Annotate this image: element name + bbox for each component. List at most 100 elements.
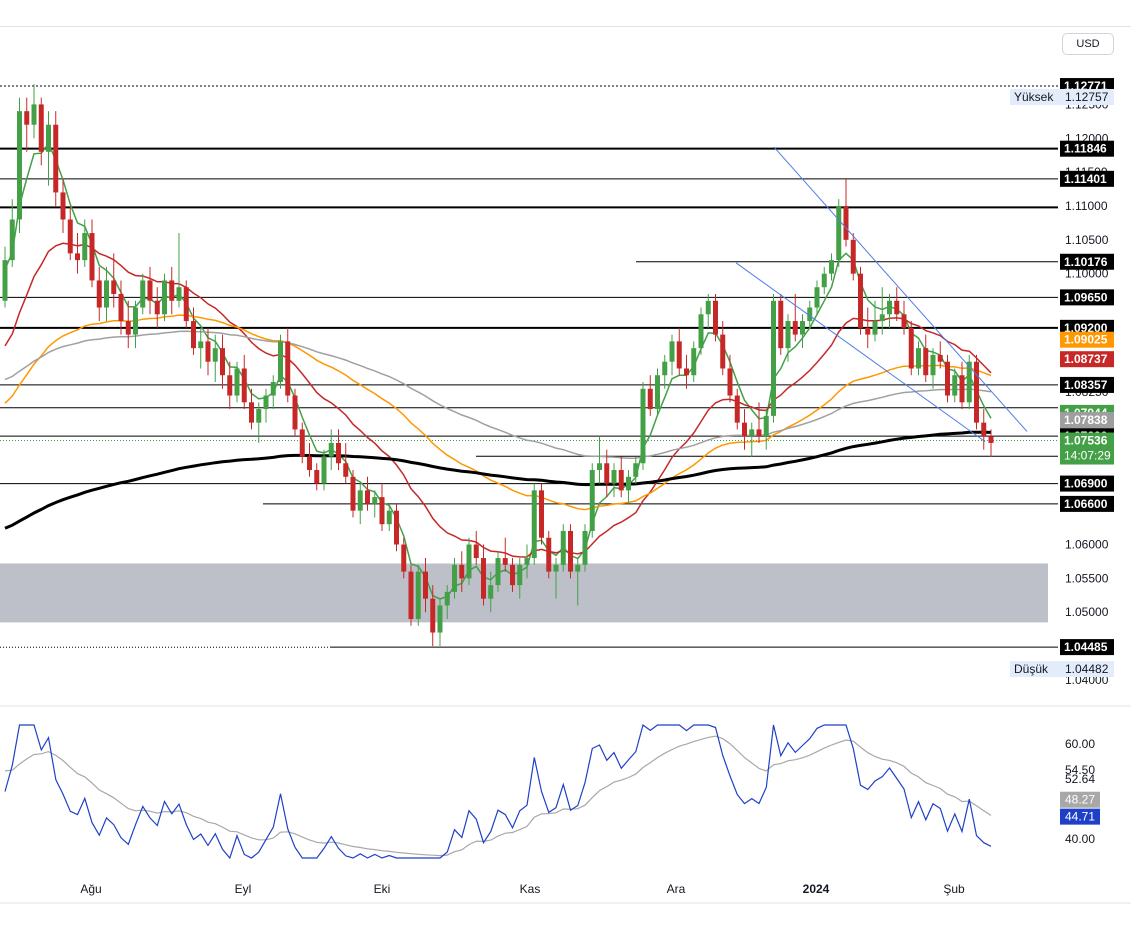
candle-body: [9, 219, 15, 261]
currency-button[interactable]: USD: [1062, 33, 1114, 55]
candle-body: [807, 307, 813, 322]
level-label: 1.09650: [1064, 290, 1108, 304]
candle-body: [423, 571, 428, 599]
candle-body: [988, 436, 994, 443]
last-price-box: [1060, 432, 1114, 465]
level-label-box: [1060, 253, 1114, 270]
candle-body: [452, 564, 457, 592]
candle-body: [800, 321, 805, 335]
candle-body: [430, 598, 436, 633]
candle-body: [517, 564, 523, 586]
level-label: 1.10176: [1064, 255, 1108, 269]
candle-body: [314, 470, 320, 484]
level-label-box: [1060, 170, 1114, 187]
candle-body: [742, 422, 747, 437]
candle-body: [111, 280, 117, 294]
candle-body: [292, 395, 298, 430]
rsi-value-box: [1060, 808, 1100, 825]
candle-body: [568, 530, 573, 572]
level-label-box: [1060, 639, 1114, 656]
candle-body: [756, 429, 762, 437]
candle-body: [662, 361, 668, 376]
candle-body: [531, 490, 537, 559]
candle-body: [937, 354, 943, 362]
level-label: 1.06600: [1064, 497, 1108, 511]
candle-body: [183, 287, 189, 322]
candle-body: [212, 348, 218, 362]
candle-body: [372, 497, 378, 504]
high-label-box: [1010, 89, 1114, 105]
candle-body: [647, 388, 653, 410]
level-label-box: [1060, 495, 1114, 512]
candle-body: [140, 280, 146, 308]
candle-body: [923, 348, 929, 376]
level-label: 1.04485: [1064, 640, 1108, 654]
low-label-title: Düşük: [1014, 662, 1049, 676]
candle-body: [821, 273, 827, 288]
rsi-tick-label: 54.50: [1065, 763, 1095, 777]
ma-gray-line: [4, 330, 992, 460]
rsi-tick-label: 52.64: [1065, 772, 1095, 786]
ma-red-line: [4, 242, 992, 558]
candle-body: [560, 530, 566, 565]
candle-body: [125, 321, 131, 335]
time-tick-label: 2024: [803, 882, 830, 896]
candle-body: [495, 558, 501, 586]
rsi-ma-value: 48.27: [1065, 793, 1095, 807]
candle-body: [299, 429, 305, 457]
candle-body: [734, 395, 740, 423]
ma-label-box: [1060, 351, 1114, 368]
candle-body: [981, 422, 987, 437]
candle-body: [234, 368, 240, 396]
candle-body: [691, 348, 697, 376]
candle-body: [357, 490, 363, 511]
candle-body: [676, 341, 682, 369]
candle-body: [394, 510, 399, 545]
ma-label: 1.09025: [1064, 333, 1108, 347]
candle-body: [270, 382, 276, 396]
level-label-box: [1060, 475, 1114, 492]
candle-body: [24, 111, 30, 125]
candle-body: [227, 375, 233, 396]
level-label: 1.08357: [1064, 378, 1108, 392]
candle-body: [82, 233, 88, 261]
level-label: 1.09200: [1064, 321, 1108, 335]
level-label-box: [1060, 140, 1114, 157]
candle-body: [38, 104, 44, 152]
candle-body: [249, 402, 254, 423]
candle-body: [473, 544, 479, 559]
candle-body: [191, 321, 196, 349]
candle-body: [966, 361, 972, 403]
trendline-upper: [773, 146, 1028, 432]
candle-body: [89, 233, 95, 281]
high-label-value: 1.12757: [1065, 90, 1109, 104]
candle-body: [415, 571, 421, 619]
candle-body: [365, 490, 370, 504]
candle-body: [611, 470, 617, 484]
candle-body: [176, 287, 182, 301]
price-tick-label: 1.11000: [1065, 199, 1108, 213]
candle-body: [604, 463, 610, 484]
candle-body: [974, 361, 979, 423]
candle-body: [31, 104, 37, 125]
candle-body: [930, 354, 936, 376]
candle-body: [879, 314, 885, 322]
candle-body: [60, 192, 66, 220]
candle-body: [539, 490, 544, 538]
candle-body: [510, 564, 515, 586]
candle-body: [850, 239, 856, 274]
candle-body: [169, 280, 175, 301]
candle-body: [67, 219, 73, 254]
candle-body: [285, 341, 291, 396]
price-tick-label: 1.10000: [1065, 267, 1109, 281]
candle-body: [814, 287, 820, 308]
candle-body: [669, 341, 675, 362]
candle-body: [241, 368, 247, 403]
candle-body: [618, 470, 624, 491]
candle-body: [444, 591, 450, 606]
candle-body: [408, 571, 414, 619]
level-label: 1.11846: [1064, 142, 1107, 156]
candle-body: [350, 476, 356, 511]
rsi-value: 44.71: [1065, 810, 1095, 824]
